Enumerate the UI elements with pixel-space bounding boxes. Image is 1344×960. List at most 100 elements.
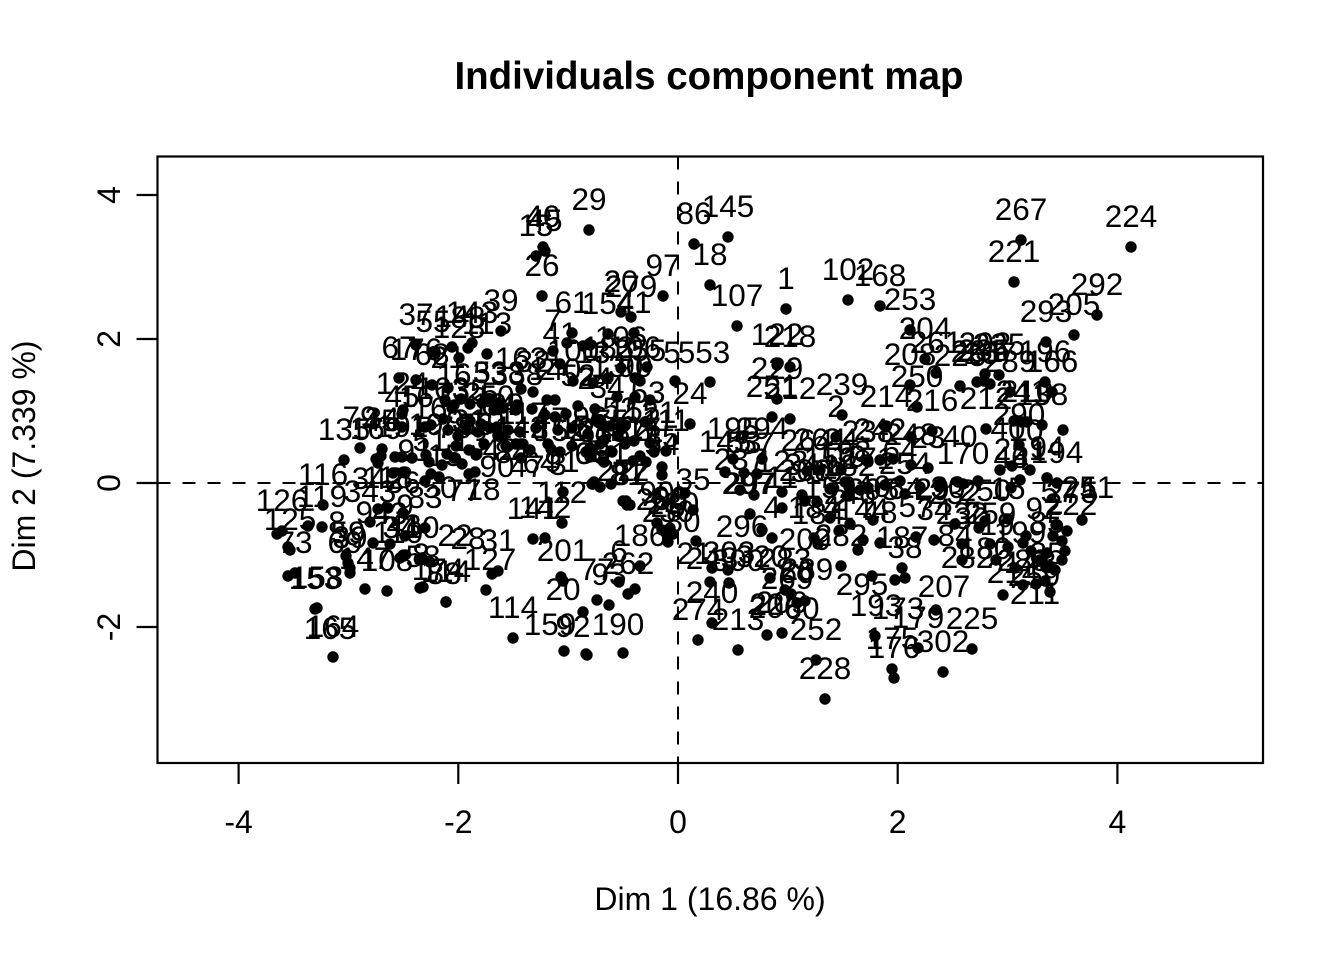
svg-text:18: 18 — [465, 471, 500, 507]
svg-text:280: 280 — [647, 485, 700, 521]
svg-text:34: 34 — [784, 446, 819, 482]
svg-text:21: 21 — [430, 339, 465, 375]
svg-text:214: 214 — [860, 378, 913, 414]
svg-text:2: 2 — [617, 452, 635, 488]
svg-text:237: 237 — [714, 441, 767, 477]
svg-text:124: 124 — [376, 365, 429, 401]
svg-text:64: 64 — [887, 470, 922, 506]
svg-text:85: 85 — [1029, 535, 1064, 571]
svg-text:60: 60 — [779, 554, 814, 590]
svg-text:84: 84 — [494, 434, 529, 470]
svg-text:206: 206 — [636, 481, 689, 517]
svg-text:175: 175 — [866, 620, 919, 656]
svg-text:208: 208 — [884, 336, 937, 372]
svg-text:50: 50 — [479, 378, 514, 414]
svg-text:20: 20 — [545, 571, 580, 607]
svg-text:209: 209 — [779, 521, 832, 557]
svg-text:158: 158 — [291, 559, 344, 595]
svg-text:297: 297 — [722, 465, 775, 501]
svg-text:267: 267 — [995, 191, 1048, 227]
svg-text:34: 34 — [364, 400, 399, 436]
svg-text:21: 21 — [676, 535, 711, 571]
svg-text:254: 254 — [879, 445, 932, 481]
svg-text:161: 161 — [399, 378, 452, 414]
svg-text:-2: -2 — [444, 804, 472, 840]
svg-text:46: 46 — [855, 468, 890, 504]
svg-text:343: 343 — [344, 473, 397, 509]
svg-text:32: 32 — [515, 343, 550, 379]
svg-text:251: 251 — [1062, 469, 1115, 505]
svg-text:114: 114 — [488, 589, 538, 625]
svg-text:272: 272 — [597, 452, 650, 488]
svg-text:4: 4 — [763, 489, 781, 525]
svg-text:13: 13 — [575, 334, 610, 370]
svg-text:108: 108 — [361, 542, 414, 578]
svg-text:200: 200 — [779, 452, 832, 488]
svg-text:216: 216 — [906, 382, 959, 418]
svg-text:290: 290 — [993, 396, 1046, 432]
svg-text:15: 15 — [427, 437, 462, 473]
svg-text:10: 10 — [404, 509, 439, 545]
svg-text:222: 222 — [1045, 486, 1098, 522]
svg-text:64: 64 — [882, 432, 917, 468]
svg-text:102: 102 — [822, 251, 875, 287]
svg-text:77: 77 — [579, 551, 614, 587]
svg-text:96: 96 — [572, 399, 607, 435]
svg-text:243: 243 — [686, 540, 739, 576]
svg-text:25: 25 — [463, 375, 498, 411]
svg-text:117: 117 — [611, 410, 661, 446]
svg-text:53: 53 — [630, 374, 665, 410]
svg-text:80: 80 — [665, 503, 700, 539]
svg-text:97: 97 — [645, 247, 680, 283]
svg-text:118: 118 — [363, 459, 413, 495]
svg-text:143: 143 — [446, 294, 499, 330]
svg-text:84: 84 — [481, 386, 516, 422]
svg-text:57: 57 — [739, 425, 774, 461]
svg-text:184: 184 — [788, 489, 841, 525]
svg-text:264: 264 — [794, 421, 847, 457]
svg-text:103: 103 — [417, 370, 470, 406]
svg-text:250: 250 — [959, 472, 1012, 508]
svg-text:22: 22 — [437, 517, 472, 553]
svg-text:78: 78 — [436, 409, 471, 445]
svg-text:275: 275 — [1046, 474, 1099, 510]
svg-text:171: 171 — [842, 440, 895, 476]
svg-text:170: 170 — [937, 435, 990, 471]
svg-text:24: 24 — [577, 360, 612, 396]
svg-text:90: 90 — [479, 448, 514, 484]
svg-text:269: 269 — [761, 560, 814, 596]
svg-text:128: 128 — [433, 309, 486, 345]
svg-text:75: 75 — [593, 402, 628, 438]
svg-text:232: 232 — [936, 495, 989, 531]
svg-text:3: 3 — [549, 446, 567, 482]
svg-text:19: 19 — [408, 406, 443, 442]
svg-text:302: 302 — [917, 623, 970, 659]
svg-text:130: 130 — [591, 348, 644, 384]
svg-text:176: 176 — [868, 629, 921, 665]
svg-text:211: 211 — [1010, 575, 1060, 611]
svg-text:194: 194 — [1031, 434, 1084, 470]
svg-text:57: 57 — [898, 488, 933, 524]
svg-text:207: 207 — [964, 335, 1017, 371]
svg-text:163: 163 — [495, 340, 548, 376]
svg-text:93: 93 — [591, 556, 626, 592]
svg-text:295: 295 — [847, 471, 900, 507]
svg-text:1: 1 — [1081, 469, 1099, 505]
svg-text:91: 91 — [397, 432, 432, 468]
svg-text:289: 289 — [997, 542, 1050, 578]
svg-text:295: 295 — [836, 566, 889, 602]
svg-text:45: 45 — [384, 378, 419, 414]
svg-text:141: 141 — [507, 490, 560, 526]
svg-text:297: 297 — [724, 465, 777, 501]
svg-text:39: 39 — [332, 519, 367, 555]
svg-text:169: 169 — [350, 410, 403, 446]
svg-text:88: 88 — [450, 299, 485, 335]
svg-text:300: 300 — [712, 542, 765, 578]
svg-text:7: 7 — [544, 302, 562, 338]
svg-text:83: 83 — [407, 479, 442, 515]
svg-text:180: 180 — [959, 530, 1012, 566]
svg-text:4: 4 — [91, 186, 127, 204]
svg-text:46: 46 — [993, 439, 1028, 475]
svg-text:238: 238 — [842, 413, 895, 449]
svg-text:45: 45 — [363, 402, 398, 438]
